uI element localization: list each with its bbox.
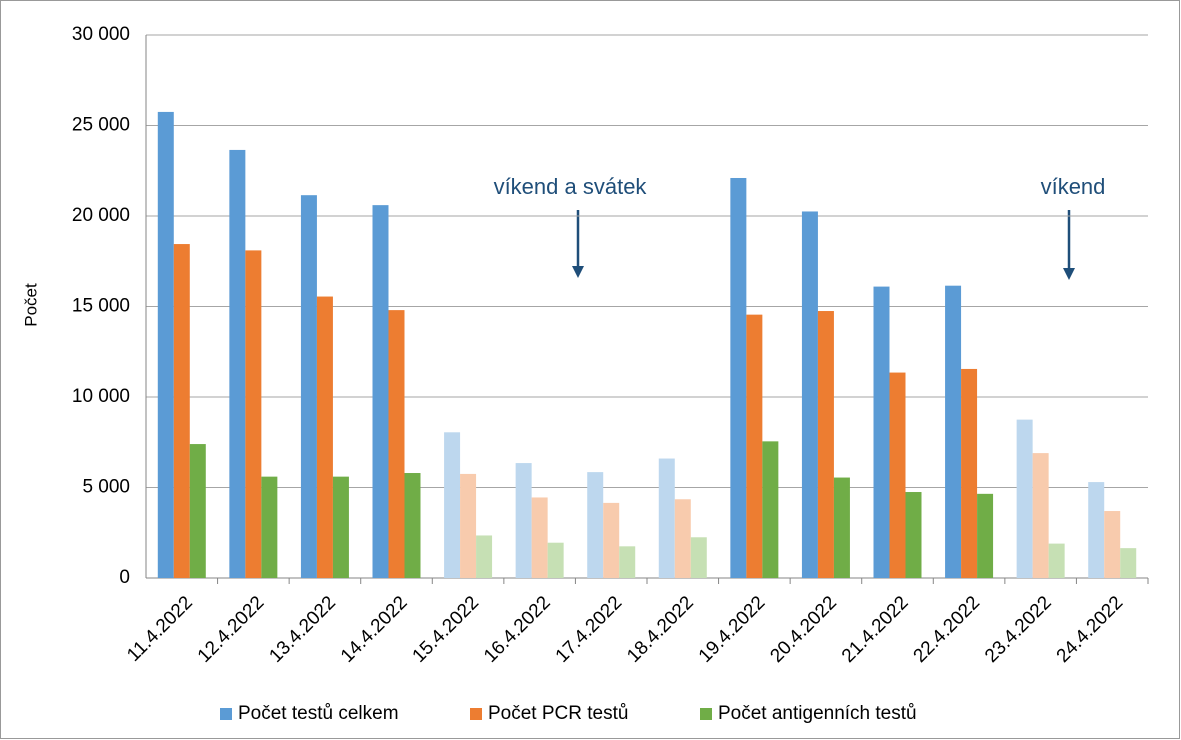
- y-tick-label: 0: [119, 567, 130, 588]
- legend-label: Počet PCR testů: [488, 703, 628, 724]
- bar: [833, 477, 850, 578]
- annotation: víkend: [1041, 174, 1106, 199]
- y-tick-label: 5 000: [82, 477, 130, 498]
- bar: [300, 195, 317, 578]
- legend-label: Počet testů celkem: [238, 703, 399, 724]
- legend-label: Počet antigenních testů: [718, 703, 917, 724]
- bar: [762, 441, 779, 578]
- bar: [372, 205, 389, 578]
- arrow-head: [1063, 268, 1075, 280]
- bar: [905, 492, 922, 578]
- bar: [157, 111, 174, 579]
- bar: [1048, 543, 1065, 578]
- bar: [444, 432, 461, 578]
- bar: [674, 499, 691, 578]
- bar: [404, 473, 421, 578]
- bar: [801, 211, 818, 578]
- bar: [476, 535, 493, 578]
- bar: [515, 463, 532, 578]
- legend-swatch: [700, 708, 712, 720]
- bar: [889, 372, 906, 578]
- bar: [961, 368, 978, 578]
- y-tick-label: 25 000: [72, 115, 130, 136]
- bar: [1016, 419, 1033, 578]
- bar: [977, 493, 994, 578]
- bar: [245, 250, 262, 578]
- bar: [1120, 548, 1137, 578]
- bar: [531, 497, 548, 578]
- bar: [746, 314, 763, 578]
- bar: [547, 542, 564, 578]
- bar: [945, 285, 962, 578]
- bar: [619, 546, 636, 578]
- bar: [1032, 453, 1049, 578]
- bar: [603, 502, 620, 578]
- y-tick-label: 15 000: [72, 296, 130, 317]
- bar: [1104, 511, 1121, 578]
- bar: [316, 296, 333, 578]
- bar: [730, 177, 747, 579]
- bar: [460, 473, 477, 578]
- arrow-head: [572, 266, 584, 278]
- bar: [817, 311, 834, 578]
- y-tick-label: 10 000: [72, 386, 130, 407]
- bar: [1088, 482, 1105, 578]
- y-tick-label: 20 000: [72, 205, 130, 226]
- bar: [189, 444, 206, 578]
- y-axis-label: Počet: [21, 283, 40, 327]
- y-tick-label: 30 000: [72, 24, 130, 45]
- bar: [658, 458, 675, 578]
- bar: [173, 244, 190, 578]
- bar: [690, 537, 707, 578]
- legend-swatch: [220, 708, 232, 720]
- bar: [229, 149, 246, 578]
- bar: [388, 310, 405, 578]
- bar: [587, 472, 604, 578]
- bar: [873, 286, 890, 578]
- bar: [332, 476, 349, 578]
- annotation: víkend a svátek: [494, 174, 648, 199]
- legend-swatch: [470, 708, 482, 720]
- bar: [261, 476, 278, 578]
